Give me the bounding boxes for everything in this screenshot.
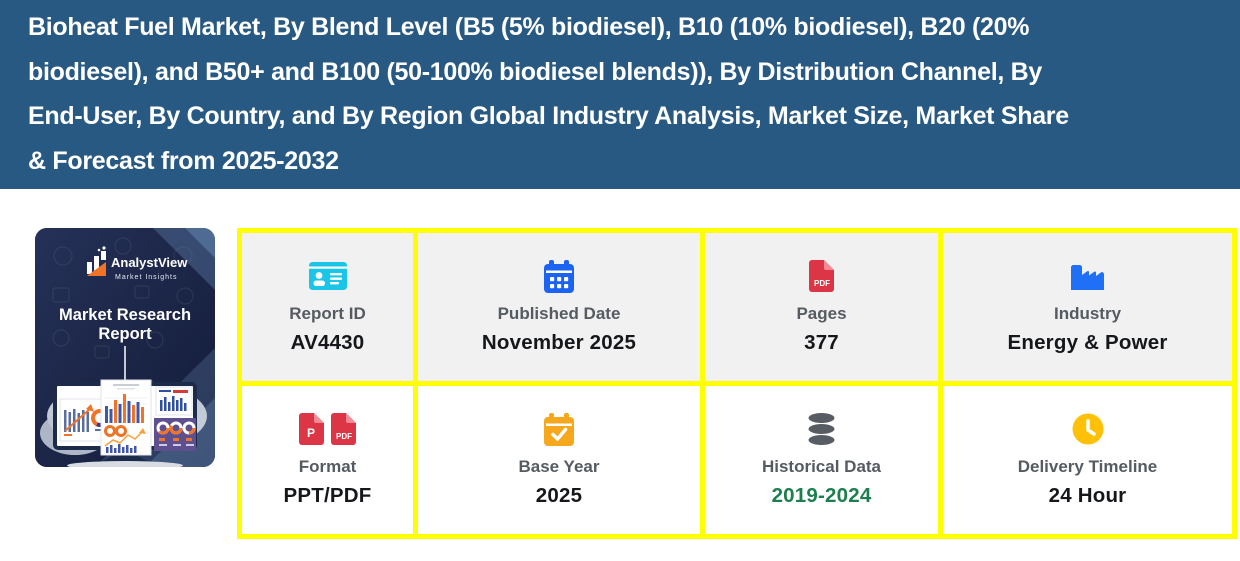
info-value: 2019-2024 bbox=[771, 484, 872, 507]
info-value: November 2025 bbox=[481, 331, 637, 354]
info-value: 377 bbox=[804, 331, 839, 354]
right-bottom-chart-panel bbox=[154, 418, 196, 451]
report-cover-image: AnalystView Market Insights Market Resea… bbox=[35, 228, 215, 467]
format-cell: P PDF Format PPT/PDF bbox=[242, 386, 413, 534]
brand-name: AnalystView bbox=[111, 255, 188, 270]
pdf-file-icon: PDF bbox=[331, 413, 356, 445]
base-year-cell: Base Year 2025 bbox=[418, 386, 700, 534]
cover-caption-line1: Market Research bbox=[59, 306, 191, 324]
right-top-chart-panel bbox=[155, 386, 193, 416]
published-date-cell: Published Date November 2025 bbox=[418, 233, 700, 381]
info-value: Energy & Power bbox=[1007, 331, 1168, 354]
delivery-timeline-cell: Delivery Timeline 24 Hour bbox=[943, 386, 1232, 534]
report-info-grid: Report ID AV4430 Published Date November… bbox=[237, 228, 1237, 539]
clock-icon bbox=[1072, 413, 1103, 445]
report-cover-illustration: AnalystView Market Insights Market Resea… bbox=[35, 228, 215, 467]
report-id-cell: Report ID AV4430 bbox=[242, 233, 413, 381]
pdf-file-icon: PDF bbox=[809, 260, 834, 292]
calendar-check-icon bbox=[544, 412, 574, 446]
pages-cell: PDF Pages 377 bbox=[705, 233, 938, 381]
info-value: 2025 bbox=[535, 484, 583, 507]
report-title-line: & Forecast from 2025-2032 bbox=[28, 146, 339, 175]
ppt-file-icon: P bbox=[299, 413, 324, 445]
info-label: Pages bbox=[796, 304, 847, 323]
database-icon bbox=[808, 413, 835, 445]
brand-subtitle: Market Insights bbox=[115, 274, 177, 281]
id-card-icon bbox=[308, 262, 347, 290]
historical-data-cell: Historical Data 2019-2024 bbox=[705, 386, 938, 534]
svg-text:PDF: PDF bbox=[814, 279, 830, 288]
center-chart-panel bbox=[100, 379, 152, 456]
report-title-banner: Bioheat Fuel Market, By Blend Level (B5 … bbox=[0, 0, 1240, 189]
report-summary-section: AnalystView Market Insights Market Resea… bbox=[35, 228, 1240, 539]
info-value: 24 Hour bbox=[1048, 484, 1127, 507]
info-value: AV4430 bbox=[290, 331, 365, 354]
factory-icon bbox=[1070, 265, 1104, 290]
svg-text:PDF: PDF bbox=[336, 432, 352, 441]
info-label: Published Date bbox=[497, 304, 621, 323]
cover-caption-line2: Report bbox=[98, 325, 152, 343]
svg-text:P: P bbox=[307, 426, 315, 440]
info-value: PPT/PDF bbox=[283, 484, 372, 507]
report-title-line: biodiesel), and B50+ and B100 (50-100% b… bbox=[28, 57, 1043, 86]
info-label: Industry bbox=[1053, 304, 1122, 323]
info-label: Historical Data bbox=[761, 457, 882, 476]
report-title-line: End-User, By Country, and By Region Glob… bbox=[28, 102, 1069, 130]
info-label: Format bbox=[298, 457, 357, 476]
industry-cell: Industry Energy & Power bbox=[943, 233, 1232, 381]
info-label: Delivery Timeline bbox=[1017, 457, 1158, 476]
info-label: Report ID bbox=[289, 304, 366, 323]
brand-logo-icon bbox=[87, 246, 106, 276]
report-title-line: Bioheat Fuel Market, By Blend Level (B5 … bbox=[28, 13, 1030, 41]
info-label: Base Year bbox=[518, 457, 600, 476]
calendar-icon bbox=[544, 259, 574, 293]
